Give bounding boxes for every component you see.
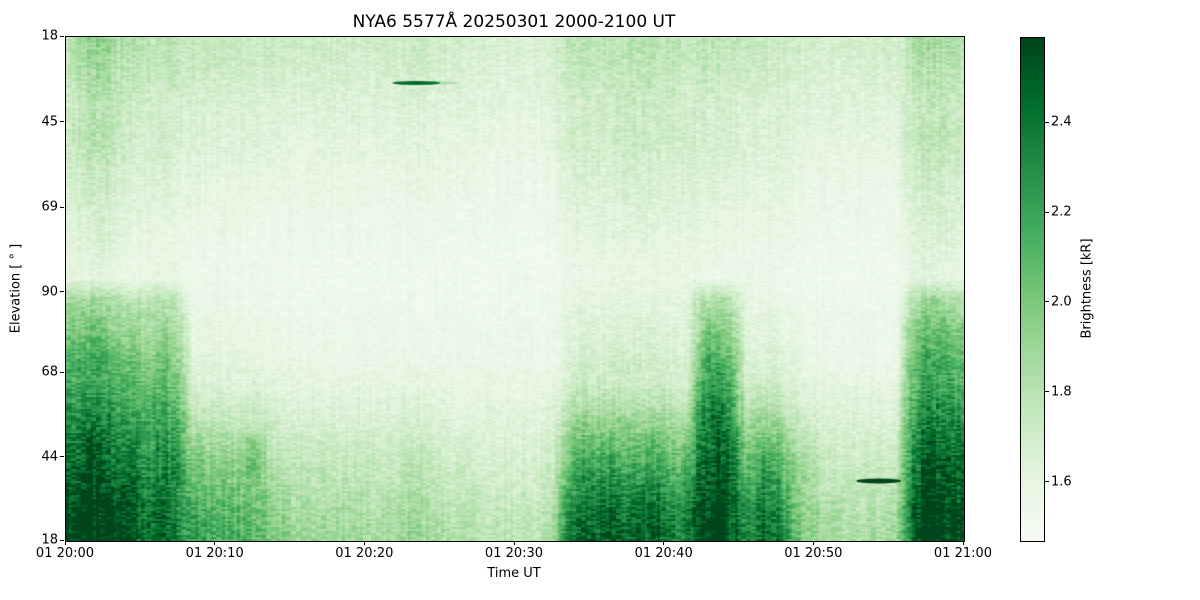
x-tick-mark — [812, 541, 814, 545]
x-tick-label: 01 20:20 — [335, 546, 394, 561]
colorbar — [1020, 37, 1045, 542]
x-tick-mark — [663, 541, 665, 545]
x-tick-mark — [214, 541, 216, 545]
y-tick-label: 45 — [41, 114, 58, 130]
y-tick-mark — [60, 291, 64, 293]
x-tick-label: 01 20:50 — [784, 546, 843, 561]
colorbar-tick-label: 2.2 — [1051, 204, 1072, 220]
y-tick-mark — [60, 35, 64, 37]
x-tick-mark — [962, 541, 964, 545]
colorbar-tick-label: 2.0 — [1051, 294, 1072, 310]
plot-title: NYA6 5577Å 20250301 2000-2100 UT — [352, 12, 676, 32]
x-tick-label: 01 20:10 — [185, 546, 244, 561]
y-tick-label: 18 — [41, 28, 58, 44]
colorbar-tick-mark — [1045, 211, 1049, 213]
keogram-plot-area — [65, 36, 965, 542]
y-tick-mark — [60, 539, 64, 541]
x-tick-label: 01 21:00 — [933, 546, 993, 561]
colorbar-tick-mark — [1045, 301, 1049, 303]
y-tick-label: 18 — [41, 532, 58, 548]
colorbar-tick-mark — [1045, 391, 1049, 393]
y-tick-mark — [60, 456, 64, 458]
colorbar-label: Brightness [kR] — [1079, 238, 1095, 339]
x-tick-label: 01 20:40 — [634, 546, 693, 561]
x-tick-label: 01 20:00 — [35, 546, 95, 561]
x-tick-mark — [363, 541, 365, 545]
colorbar-tick-mark — [1045, 121, 1049, 123]
colorbar-tick-label: 1.8 — [1051, 384, 1072, 400]
y-tick-mark — [60, 371, 64, 373]
x-tick-label: 01 20:30 — [484, 546, 544, 561]
y-tick-label: 69 — [41, 199, 58, 215]
y-tick-mark — [60, 206, 64, 208]
colorbar-tick-label: 2.4 — [1051, 114, 1072, 130]
keogram-heatmap-canvas — [66, 37, 964, 541]
y-tick-mark — [60, 121, 64, 123]
colorbar-tick-mark — [1045, 481, 1049, 483]
x-tick-mark — [513, 541, 515, 545]
x-axis-label: Time UT — [487, 566, 541, 581]
x-tick-mark — [64, 541, 66, 545]
colorbar-tick-label: 1.6 — [1051, 474, 1072, 490]
y-tick-label: 68 — [41, 364, 58, 380]
colorbar-gradient-canvas — [1021, 38, 1044, 541]
y-tick-label: 44 — [41, 449, 58, 465]
y-tick-label: 90 — [41, 284, 58, 300]
